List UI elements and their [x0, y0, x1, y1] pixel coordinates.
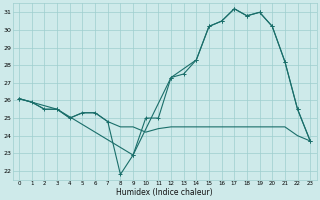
X-axis label: Humidex (Indice chaleur): Humidex (Indice chaleur) — [116, 188, 213, 197]
